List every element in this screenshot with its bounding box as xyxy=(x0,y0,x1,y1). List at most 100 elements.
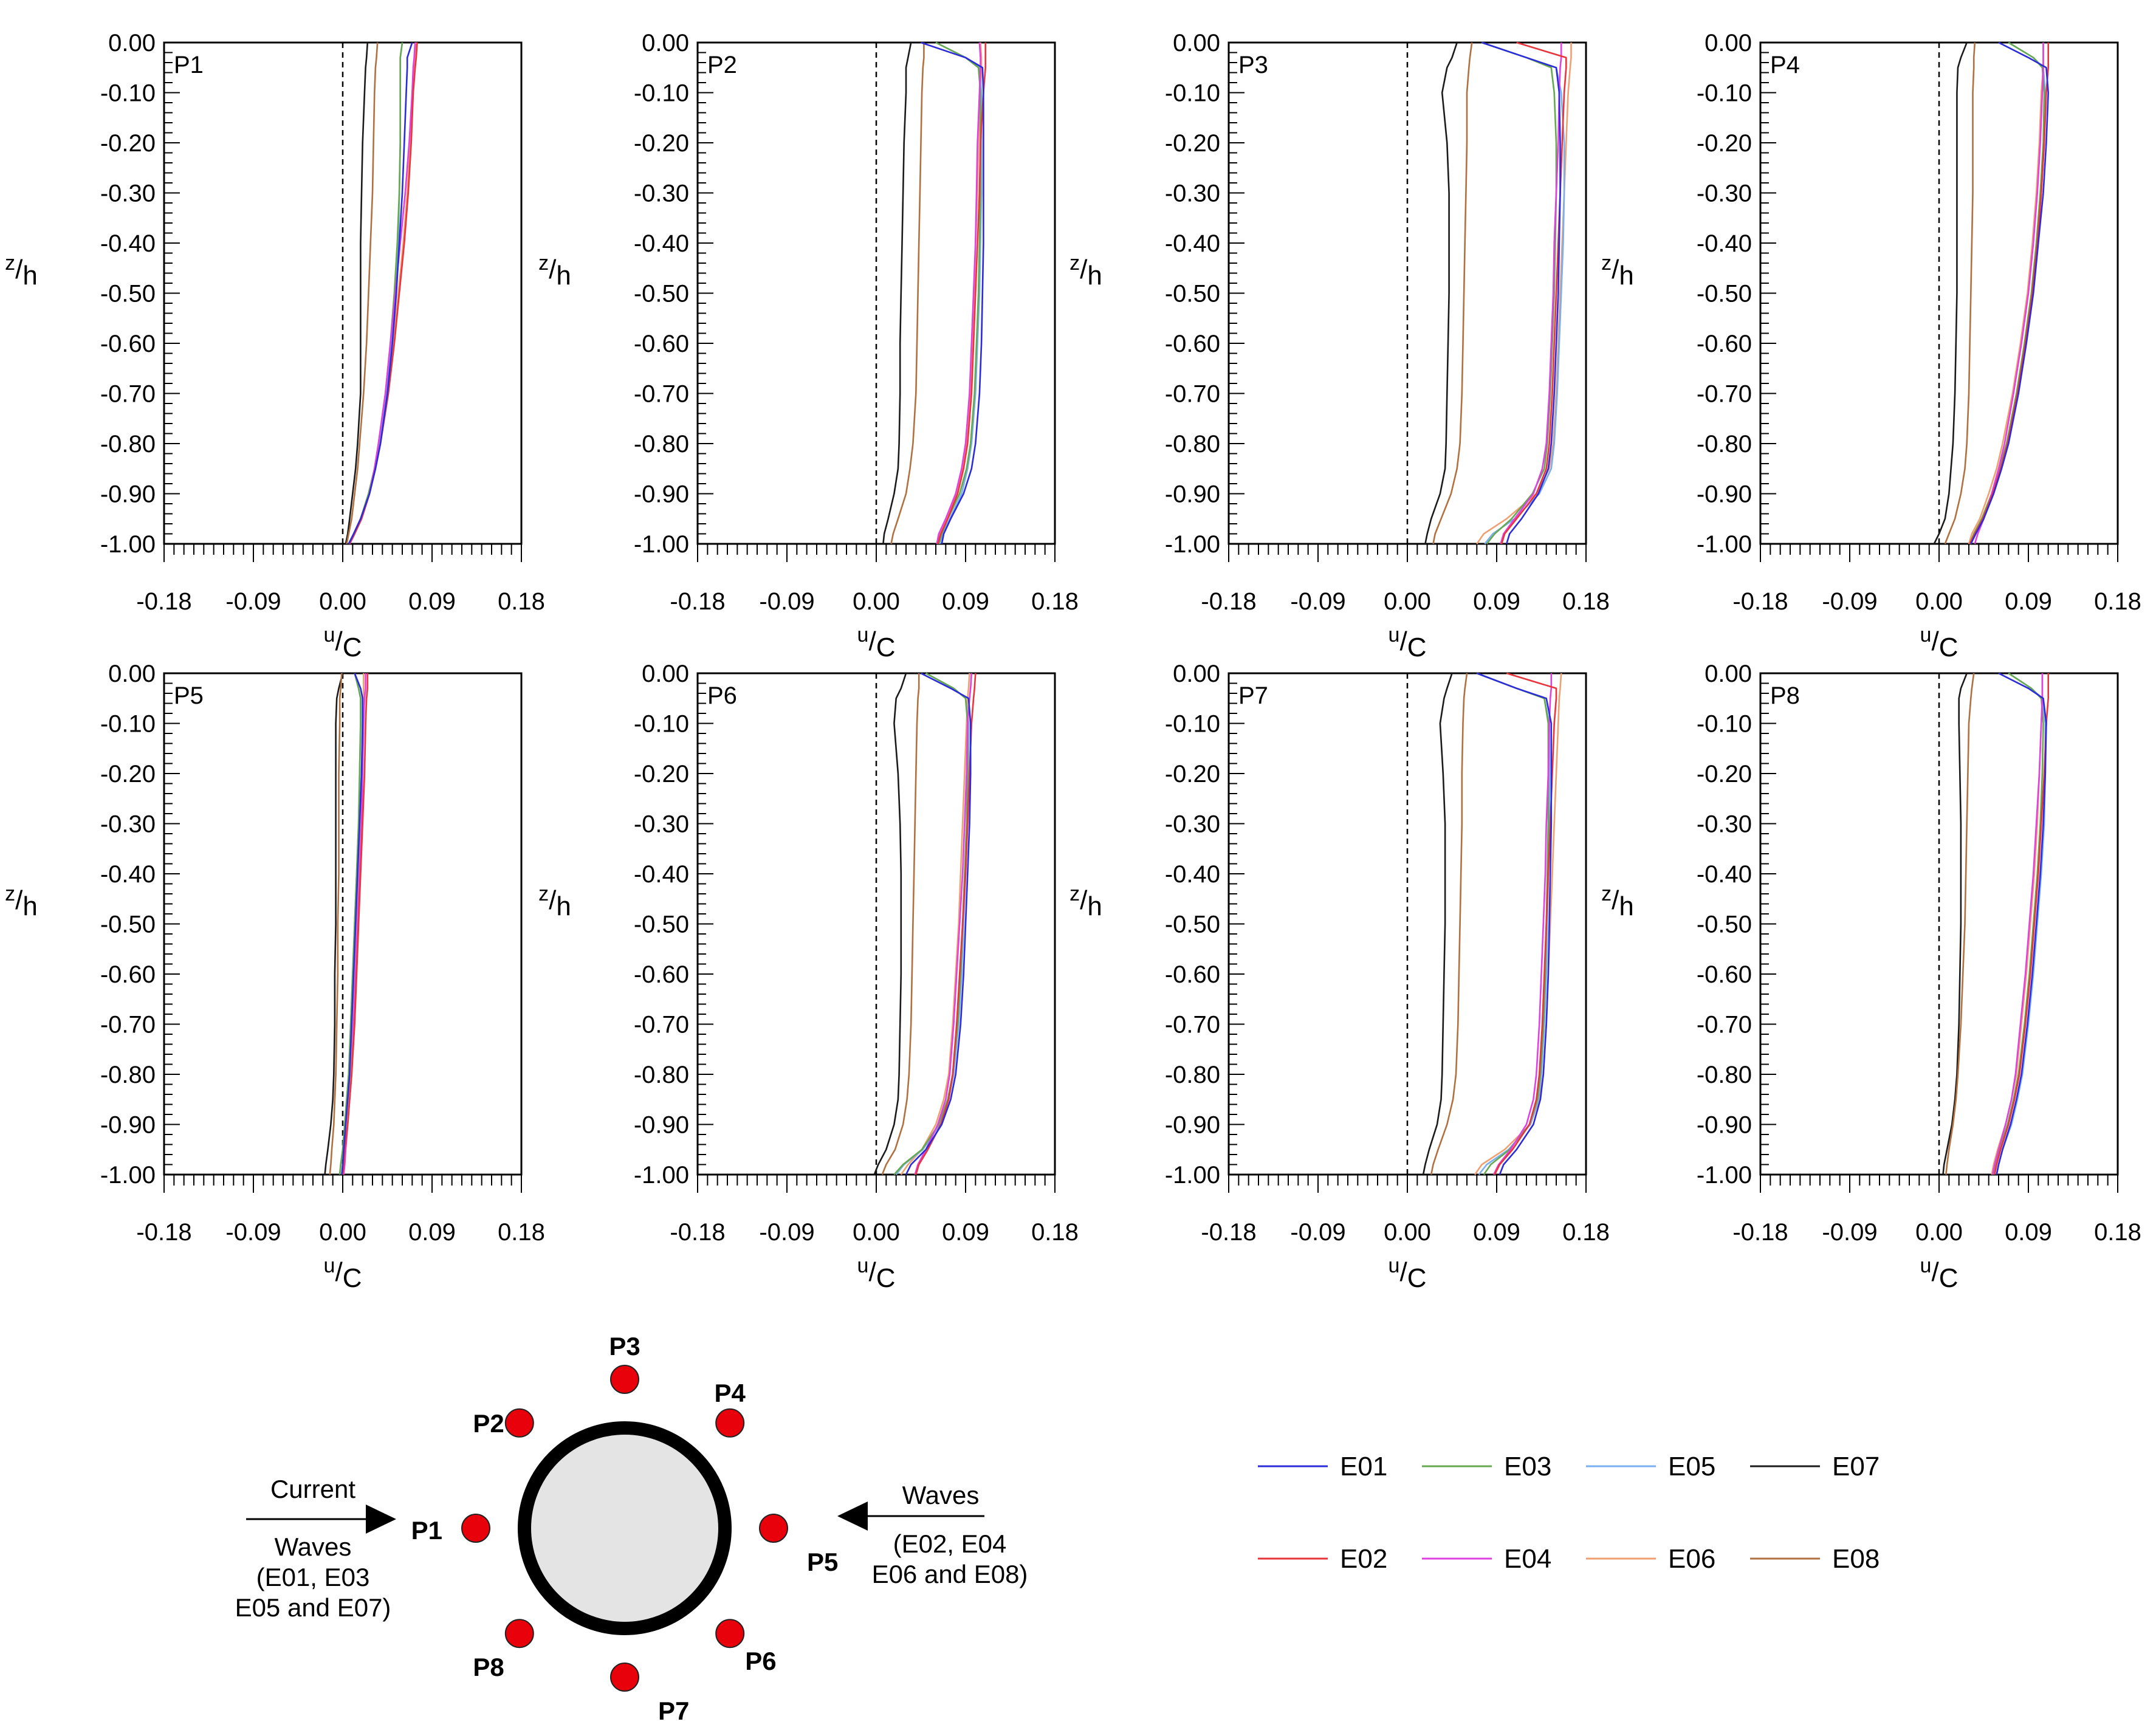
legend-label: E06 xyxy=(1668,1544,1715,1574)
y-tick-label: -0.50 xyxy=(634,911,689,938)
y-tick-label: -0.20 xyxy=(100,130,156,157)
legend: E01 E03 E05 E07 E02 E04 E06 E08 xyxy=(1258,1452,1880,1574)
left-waves-line-3: E05 and E07) xyxy=(235,1593,391,1622)
legend-item-e02: E02 xyxy=(1258,1544,1387,1574)
y-tick-label: -0.80 xyxy=(100,1062,156,1088)
series-line-e01 xyxy=(1996,672,2047,1175)
series-line-e04 xyxy=(1500,43,1562,544)
legend-label: E02 xyxy=(1340,1544,1387,1574)
y-tick-label: -1.00 xyxy=(100,1162,156,1189)
right-waves-line-2: E06 and E08) xyxy=(872,1560,1028,1588)
series-line-e03 xyxy=(338,673,362,1175)
panel-p8: 0.00 -0.10 -0.20 -0.30 -0.40 -0.50 -0.60 -0.70 -… xyxy=(1601,661,2141,1293)
probe-p8-label: P8 xyxy=(473,1653,504,1681)
series-line-e01 xyxy=(341,673,364,1175)
panel-label: P1 xyxy=(174,52,204,78)
legend-item-e06: E06 xyxy=(1586,1544,1715,1574)
legend-label: E01 xyxy=(1340,1452,1387,1481)
y-tick-label: -0.40 xyxy=(100,861,156,888)
y-tick-label: -0.20 xyxy=(1697,130,1752,157)
series-line-e02 xyxy=(937,43,986,544)
panel-label: P8 xyxy=(1770,682,1800,709)
y-tick-label: -0.50 xyxy=(1165,281,1220,307)
legend-item-e03: E03 xyxy=(1422,1452,1551,1481)
x-tick-label: 0.00 xyxy=(853,588,900,615)
y-tick-label: -0.10 xyxy=(634,711,689,738)
y-tick-label: -0.30 xyxy=(100,180,156,207)
x-axis-label: u/C xyxy=(857,623,896,662)
y-tick-label: -0.10 xyxy=(1697,711,1752,738)
plot-frame xyxy=(1227,672,1587,1176)
panel-p5: 0.00 -0.10 -0.20 -0.30 -0.40 -0.50 -0.60 -0.70 -… xyxy=(5,661,545,1293)
x-axis-label: u/C xyxy=(1920,623,1959,662)
y-tick-label: -0.30 xyxy=(1165,180,1220,207)
legend-label: E03 xyxy=(1504,1452,1551,1481)
y-tick-label: -0.60 xyxy=(634,961,689,988)
panel-label: P4 xyxy=(1770,52,1800,78)
x-tick-label: -0.18 xyxy=(670,1219,725,1246)
panel-label: P3 xyxy=(1238,52,1268,78)
y-tick-label: -0.80 xyxy=(1165,1062,1220,1088)
y-axis-label: z/h xyxy=(538,252,571,290)
legend-label: E05 xyxy=(1668,1452,1715,1481)
y-tick-label: -0.60 xyxy=(1697,961,1752,988)
series-line-e02 xyxy=(1500,41,1567,544)
left-waves-line-2: (E01, E03 xyxy=(256,1563,370,1591)
legend-item-e04: E04 xyxy=(1422,1544,1551,1574)
plot-frame xyxy=(1759,672,2119,1176)
y-tick-label: -0.80 xyxy=(634,431,689,458)
y-axis-label: z/h xyxy=(5,252,38,290)
panel-p6: 0.00 -0.10 -0.20 -0.30 -0.40 -0.50 -0.60 -0.70 -… xyxy=(538,661,1079,1293)
x-tick-label: 0.18 xyxy=(498,588,545,615)
series-line-e07 xyxy=(345,42,369,544)
x-tick-label: -0.09 xyxy=(759,1219,814,1246)
y-tick-label: -0.80 xyxy=(1165,431,1220,458)
series-line-e08 xyxy=(1430,673,1468,1175)
panel-label: P7 xyxy=(1238,682,1268,709)
probe-p1-marker xyxy=(461,1514,490,1543)
probe-p4-label: P4 xyxy=(715,1379,746,1407)
y-tick-label: -0.10 xyxy=(100,80,156,107)
y-tick-label: -0.50 xyxy=(1165,911,1220,938)
plot-frame xyxy=(163,672,523,1176)
y-tick-label: -0.10 xyxy=(1165,80,1220,107)
y-tick-label: -0.70 xyxy=(1165,381,1220,408)
series-line-e08 xyxy=(1945,673,1975,1175)
series-line-e08 xyxy=(346,42,379,544)
pile-diagram: P1 P2 P3 P4 P5 P6 P7 P8 Current Waves (E01, E03… xyxy=(235,1332,1028,1725)
x-tick-label: 0.18 xyxy=(2094,1219,2141,1246)
x-tick-label: -0.09 xyxy=(225,1219,281,1246)
y-tick-label: -1.00 xyxy=(634,531,689,558)
y-tick-label: -0.90 xyxy=(634,1112,689,1139)
x-axis-label: u/C xyxy=(324,1254,362,1293)
x-tick-label: -0.09 xyxy=(1822,1219,1877,1246)
y-tick-label: -0.40 xyxy=(634,230,689,257)
y-tick-label: -0.40 xyxy=(634,861,689,888)
y-tick-label: -0.60 xyxy=(1697,331,1752,357)
x-tick-label: 0.09 xyxy=(1473,1219,1520,1246)
x-tick-label: 0.18 xyxy=(2094,588,2141,615)
y-tick-label: -1.00 xyxy=(634,1162,689,1189)
y-tick-label: 0.00 xyxy=(1705,30,1752,57)
panel-p7: 0.00 -0.10 -0.20 -0.30 -0.40 -0.50 -0.60 -0.70 -… xyxy=(1069,661,1610,1293)
series-line-e05 xyxy=(1476,672,1550,1175)
plot-frame xyxy=(696,672,1056,1176)
plot-frame xyxy=(696,41,1056,545)
y-tick-label: -1.00 xyxy=(1697,1162,1752,1189)
x-tick-label: 0.00 xyxy=(1384,1219,1431,1246)
y-tick-label: -0.90 xyxy=(1165,481,1220,508)
legend-item-e08: E08 xyxy=(1750,1544,1880,1574)
y-tick-label: -0.20 xyxy=(1165,130,1220,157)
right-waves-line-1: (E02, E04 xyxy=(893,1529,1007,1558)
series-line-e02 xyxy=(349,42,418,544)
y-tick-label: 0.00 xyxy=(108,661,156,687)
legend-label: E04 xyxy=(1504,1544,1551,1574)
probe-p2-marker xyxy=(504,1408,534,1438)
y-tick-label: -0.30 xyxy=(634,811,689,838)
series-line-e05 xyxy=(1481,41,1565,544)
y-tick-label: -1.00 xyxy=(100,531,156,558)
profile-panels: 0.00 -0.10 -0.20 -0.30 -0.40 -0.50 -0.60 -0.70 -… xyxy=(5,30,2141,1293)
series-line-e03 xyxy=(893,672,969,1175)
series-line-e01 xyxy=(1970,41,2049,544)
series-line-e02 xyxy=(1969,43,2049,544)
